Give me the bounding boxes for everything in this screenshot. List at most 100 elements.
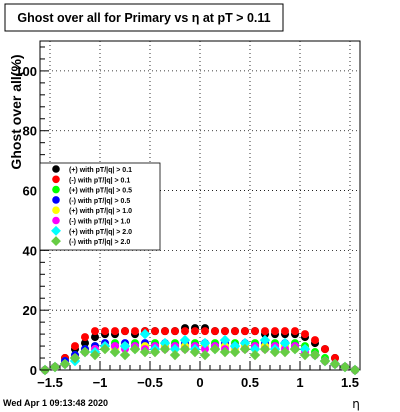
data-point [139, 328, 151, 340]
data-point [331, 354, 339, 363]
legend-entry: (+) with pT/|q| > 0.5 [52, 185, 132, 195]
data-point [299, 349, 311, 361]
data-point [111, 327, 119, 336]
data-point [289, 343, 301, 355]
legend-marker [51, 225, 61, 236]
y-tick-label: 80 [23, 124, 37, 139]
data-point [201, 345, 209, 354]
data-point [181, 327, 189, 336]
data-point [261, 327, 269, 336]
legend-entry: (+) with pT/|q| > 1.0 [52, 206, 132, 215]
legend-marker [52, 216, 60, 225]
data-point [211, 327, 219, 336]
y-tick-label: 60 [23, 184, 37, 199]
legend-label: (+) with pT/|q| > 0.5 [69, 188, 132, 195]
legend-entry: (-) with pT/|q| > 1.0 [52, 216, 130, 226]
data-point [291, 327, 299, 336]
data-point [279, 337, 291, 349]
data-point [81, 333, 89, 342]
y-tick-label: 0 [30, 363, 37, 378]
data-point [179, 343, 191, 355]
legend-label: (+) with pT/|q| > 1.0 [69, 208, 132, 215]
data-point [119, 349, 131, 361]
legend-label: (+) with pT/|q| > 0.1 [69, 167, 132, 174]
data-point [191, 327, 199, 336]
data-point [169, 349, 181, 361]
data-point [259, 334, 271, 346]
data-point [239, 337, 251, 349]
legend-label: (-) with pT/|q| > 2.0 [69, 239, 130, 246]
data-point [69, 352, 81, 364]
data-point [229, 340, 241, 352]
legend-marker [52, 175, 60, 184]
y-tick-label: 40 [23, 243, 37, 258]
data-point [309, 349, 321, 361]
legend-entry: (+) with pT/|q| > 2.0 [51, 225, 132, 236]
data-point [129, 343, 141, 355]
data-point [229, 346, 241, 358]
data-point [339, 361, 351, 373]
data-point [241, 327, 249, 336]
data-point [161, 327, 169, 336]
legend-label: (-) with pT/|q| > 1.0 [69, 219, 130, 226]
legend-marker [52, 185, 60, 194]
data-point [159, 337, 171, 349]
data-point [299, 343, 311, 355]
data-point [109, 346, 121, 358]
data-point [189, 346, 201, 358]
axes: 0 20 40 60 80 100 −1.5 −1 −0.5 0 0.5 1 1.5 [15, 46, 361, 390]
legend-marker [52, 196, 60, 204]
data-point [149, 346, 161, 358]
data-point [101, 327, 109, 336]
legend-entry: (+) with pT/|q| > 0.1 [52, 165, 132, 174]
data-point [249, 349, 261, 361]
x-tick-label: −1 [93, 375, 108, 390]
legend-label: (-) with pT/|q| > 0.5 [69, 198, 130, 205]
legend-entry: (-) with pT/|q| > 0.1 [52, 175, 130, 184]
data-point [281, 327, 289, 336]
data-point [239, 343, 251, 355]
x-tick-label: −1.5 [37, 375, 63, 390]
data-point [219, 334, 231, 346]
data-point [349, 364, 361, 376]
x-axis-title: η [352, 397, 360, 411]
data-point [179, 334, 191, 346]
data-point [119, 340, 131, 352]
data-point [169, 343, 181, 355]
data-point [329, 358, 341, 370]
data-point [111, 342, 119, 351]
data-point [209, 343, 221, 355]
data-point [199, 349, 211, 361]
x-tick-label: 1 [296, 375, 303, 390]
data-point [221, 327, 229, 336]
legend-marker [52, 206, 60, 214]
data-point [89, 349, 101, 361]
data-point [201, 327, 209, 336]
series-7 [39, 343, 361, 376]
data-point [99, 343, 111, 355]
data-point [259, 343, 271, 355]
data-point [81, 339, 89, 348]
data-point [159, 343, 171, 355]
legend-marker [51, 236, 61, 247]
footer-timestamp: Wed Apr 1 09:13:48 2020 [3, 398, 109, 408]
data-point [59, 358, 71, 370]
data-point [251, 327, 259, 336]
data-point [301, 330, 309, 339]
data-point [49, 361, 61, 373]
x-tick-label: 1.5 [341, 375, 359, 390]
legend-label: (-) with pT/|q| > 0.1 [69, 177, 130, 184]
data-point [139, 346, 151, 358]
y-tick-label: 20 [23, 303, 37, 318]
data-point [269, 346, 281, 358]
data-point [171, 327, 179, 336]
data-point [271, 327, 279, 336]
data-point [321, 345, 329, 354]
legend-marker [52, 165, 60, 173]
data-point [219, 346, 231, 358]
data-point [121, 327, 129, 336]
legend-entry: (-) with pT/|q| > 2.0 [51, 236, 130, 246]
x-tick-label: −0.5 [137, 375, 163, 390]
y-axis-title: Ghost over all(%) [8, 54, 24, 169]
